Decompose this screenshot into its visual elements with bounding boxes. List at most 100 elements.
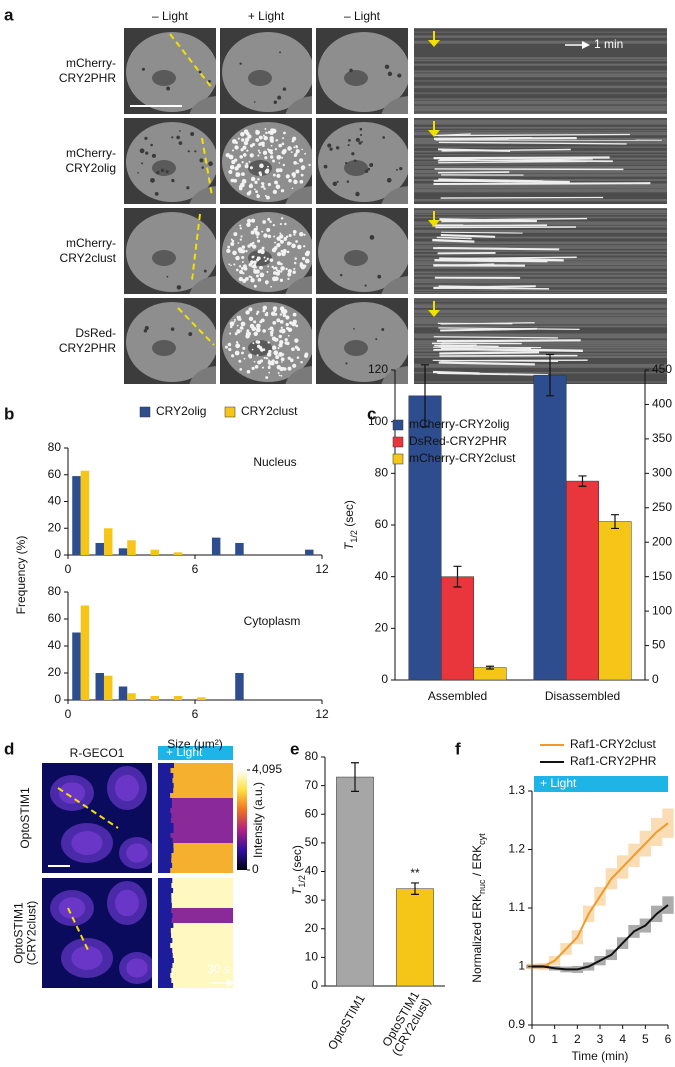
- speckle: [295, 169, 300, 174]
- speckle: [262, 329, 266, 333]
- kymo-band: [172, 953, 233, 958]
- time-arrow-head: [227, 979, 234, 987]
- micrograph: [158, 763, 233, 873]
- speckle: [292, 363, 297, 368]
- speckle: [239, 269, 244, 274]
- light-bar: [534, 776, 668, 792]
- axis-label-part: Normalized ERK: [470, 894, 484, 983]
- speckle: [240, 131, 245, 137]
- speckle: [285, 267, 288, 271]
- speckle: [387, 71, 393, 77]
- kymo-band: [171, 933, 233, 938]
- speckle: [156, 170, 160, 175]
- axis-label-part: cyt: [477, 833, 487, 845]
- speckle: [259, 320, 263, 324]
- speckle: [260, 186, 263, 188]
- speckle: [300, 173, 304, 177]
- speckle: [254, 364, 259, 369]
- speckle: [229, 165, 235, 170]
- axis-label-part: T: [290, 886, 304, 895]
- speckle: [276, 243, 281, 248]
- speckle: [384, 64, 390, 70]
- speckle: [291, 243, 296, 249]
- speckle: [234, 166, 239, 171]
- speckle: [272, 159, 276, 163]
- speckle: [225, 152, 230, 158]
- speckle: [229, 325, 233, 329]
- speckle: [291, 321, 297, 327]
- row-label: mCherry-: [66, 146, 116, 160]
- speckle: [253, 331, 258, 336]
- error-band: [662, 896, 674, 914]
- kymo-band: [173, 848, 233, 853]
- bar: [305, 549, 314, 555]
- speckle: [290, 151, 293, 154]
- speckle: [241, 245, 246, 249]
- speckle: [301, 167, 305, 171]
- x-tick-label: 4: [619, 1032, 626, 1046]
- speckle: [276, 154, 282, 160]
- bar: [441, 576, 474, 681]
- speckle: [150, 143, 153, 147]
- speckle: [258, 151, 261, 154]
- axis-label-part: T: [342, 541, 356, 550]
- speckle: [236, 324, 239, 327]
- speckle: [227, 342, 232, 347]
- speckle: [238, 186, 243, 191]
- speckle: [295, 324, 299, 328]
- speckle: [275, 184, 281, 190]
- nucleolus: [152, 160, 176, 176]
- y-tick-label: 0: [54, 692, 61, 706]
- speckle: [364, 284, 367, 287]
- speckle: [255, 312, 259, 316]
- y-tick-label: 20: [48, 665, 62, 679]
- axis-label: Normalized ERKnuc / ERKcyt: [470, 833, 487, 983]
- speckle: [294, 338, 299, 343]
- linescan: [169, 33, 213, 89]
- speckle: [270, 311, 276, 316]
- y-tick-label: 40: [375, 569, 389, 583]
- speckle: [238, 276, 244, 282]
- speckle: [295, 146, 298, 149]
- legend-label: Raf1-CRY2clust: [570, 737, 656, 751]
- speckle: [335, 146, 340, 150]
- speckle: [359, 134, 363, 137]
- speckle: [203, 269, 207, 273]
- kymo-band: [173, 828, 233, 833]
- speckle: [266, 195, 270, 200]
- speckle: [287, 277, 290, 280]
- speckle: [327, 143, 332, 148]
- speckle: [241, 161, 244, 164]
- speckle: [277, 372, 280, 374]
- x-tick-label: 0: [529, 1032, 536, 1046]
- kymo-band: [172, 948, 233, 953]
- speckle: [257, 177, 260, 181]
- micrograph: [42, 878, 152, 988]
- speckle: [187, 150, 190, 153]
- row-label: CRY2clust: [60, 251, 117, 265]
- speckle: [358, 141, 362, 145]
- speckle: [283, 131, 286, 135]
- speckle: [292, 270, 296, 274]
- speckle: [230, 264, 232, 267]
- row-label: DsRed-: [75, 326, 116, 340]
- speckle: [253, 284, 257, 288]
- speckle: [240, 235, 243, 238]
- kymo-band: [171, 813, 233, 818]
- speckle: [285, 322, 289, 327]
- axis-label-part: nuc: [477, 879, 487, 894]
- speckle: [272, 337, 277, 342]
- speckle: [286, 326, 290, 330]
- speckle: [332, 181, 337, 186]
- speckle: [278, 343, 283, 348]
- speckle: [246, 369, 251, 374]
- speckle: [240, 321, 246, 327]
- error-bar: [546, 353, 554, 397]
- speckle: [271, 265, 274, 269]
- speckle: [274, 180, 278, 185]
- speckle: [275, 139, 278, 142]
- bar: [150, 549, 160, 555]
- speckle: [272, 224, 276, 227]
- speckle: [269, 258, 274, 262]
- speckle: [251, 348, 254, 351]
